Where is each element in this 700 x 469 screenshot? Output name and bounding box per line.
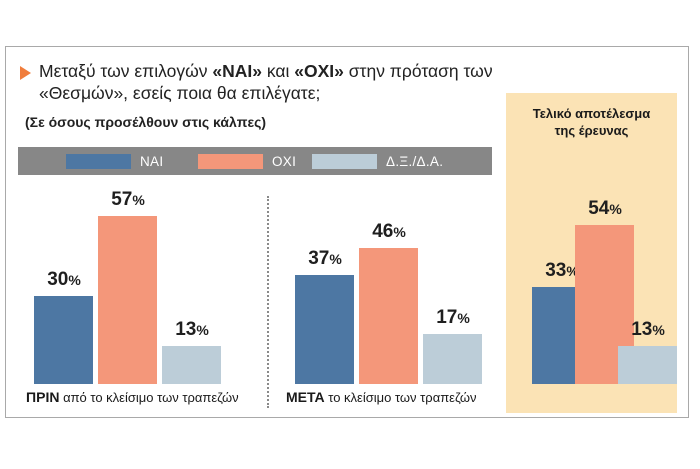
value-label-before-oxi: 57% <box>98 189 158 211</box>
caption-after-bold: ΜΕΤΑ <box>286 389 325 405</box>
value-percent-sign: % <box>132 191 145 208</box>
title-part3: στην πρόταση των «Θεσμών», εσείς ποια θα… <box>39 61 493 103</box>
value-percent-sign: % <box>196 321 209 338</box>
legend-label-oxi: ΟΧΙ <box>272 153 297 169</box>
title-yes: «ΝΑΙ» <box>212 61 262 81</box>
value-label-final-oxi: 54% <box>575 198 635 220</box>
value-percent-sign: % <box>329 250 342 267</box>
value-number: 30 <box>47 268 69 290</box>
group-divider <box>267 196 269 408</box>
bar-before-nai <box>34 295 93 384</box>
triangle-bullet-icon <box>20 66 31 80</box>
legend-swatch-oxi <box>198 153 263 169</box>
legend-swatch-dxda <box>312 153 377 169</box>
bar-before-dxda <box>162 345 221 384</box>
value-label-before-dxda: 13% <box>162 319 222 341</box>
value-label-after-oxi: 46% <box>359 221 419 243</box>
legend-swatch-nai <box>66 153 131 169</box>
value-number: 46 <box>372 221 394 243</box>
value-percent-sign: % <box>457 309 470 326</box>
title-part2: και <box>262 61 295 81</box>
value-label-final-dxda: 13% <box>618 319 678 341</box>
value-number: 54 <box>588 197 610 219</box>
value-number: 37 <box>308 247 330 269</box>
bar-before-oxi <box>98 215 157 384</box>
value-number: 13 <box>175 318 197 340</box>
value-label-after-dxda: 17% <box>423 307 483 329</box>
value-percent-sign: % <box>393 224 406 241</box>
caption-after: ΜΕΤΑ το κλείσιμο των τραπεζών <box>286 389 477 405</box>
value-number: 13 <box>631 318 653 340</box>
caption-before: ΠΡΙΝ από το κλείσιμο των τραπεζών <box>26 389 239 405</box>
legend-label-nai: ΝΑΙ <box>140 153 164 169</box>
bar-after-dxda <box>423 333 482 384</box>
chart-title: Μεταξύ των επιλογών «ΝΑΙ» και «ΟΧΙ» στην… <box>39 60 499 104</box>
bar-final-dxda <box>618 345 677 384</box>
value-label-after-nai: 37% <box>295 248 355 270</box>
value-label-before-nai: 30% <box>34 269 94 291</box>
title-no: «ΟΧΙ» <box>294 61 344 81</box>
final-result-heading: Τελικό αποτέλεσμα της έρευνας <box>532 106 651 138</box>
bar-after-oxi <box>359 248 418 384</box>
value-percent-sign: % <box>68 271 81 288</box>
value-percent-sign: % <box>652 321 665 338</box>
caption-before-bold: ΠΡΙΝ <box>26 389 60 405</box>
value-number: 33 <box>545 259 567 281</box>
value-number: 17 <box>436 306 458 328</box>
legend: ΝΑΙ ΟΧΙ Δ.Ξ./Δ.Α. <box>18 147 492 175</box>
title-part1: Μεταξύ των επιλογών <box>39 61 213 81</box>
caption-after-rest: το κλείσιμο των τραπεζών <box>324 390 477 405</box>
value-percent-sign: % <box>609 200 622 217</box>
legend-item-nai: ΝΑΙ <box>66 147 163 175</box>
legend-label-dxda: Δ.Ξ./Δ.Α. <box>386 153 444 169</box>
bar-after-nai <box>295 274 354 384</box>
chart-subtitle: (Σε όσους προσέλθουν στις κάλπες) <box>25 114 267 130</box>
legend-item-dxda: Δ.Ξ./Δ.Α. <box>312 147 443 175</box>
legend-item-oxi: ΟΧΙ <box>198 147 296 175</box>
value-number: 57 <box>111 188 133 210</box>
caption-before-rest: από το κλείσιμο των τραπεζών <box>59 390 239 405</box>
